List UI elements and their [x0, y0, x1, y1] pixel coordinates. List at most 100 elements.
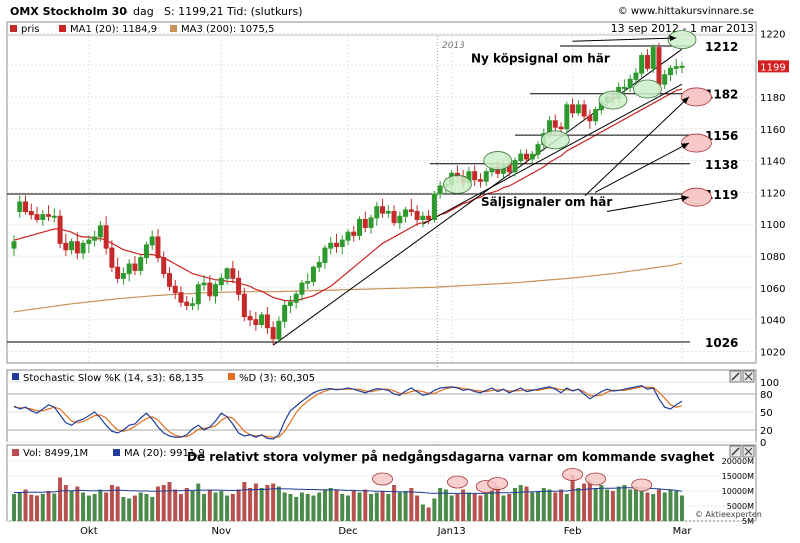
volume-bar-up [386, 494, 391, 521]
volume-bar-down [58, 477, 63, 521]
volume-bar-up [259, 488, 264, 521]
candle-up [385, 211, 391, 214]
candle-up [431, 193, 437, 220]
candle-up [293, 293, 299, 303]
candle-down [207, 282, 213, 297]
volume-bar-down [455, 494, 460, 521]
annotations: Ny köpsignal om här Säljsignaler om här [471, 35, 690, 212]
volume-bar-up [513, 488, 517, 521]
volume-tick-label: 20000M [722, 457, 754, 466]
volume-bar-up [403, 491, 408, 521]
volume-bar-down [559, 489, 564, 521]
candle-up [374, 206, 380, 219]
volume-ellipse [372, 472, 393, 486]
volume-bar-up [305, 494, 310, 521]
candle-up [276, 320, 282, 340]
candle-down [115, 266, 121, 279]
volume-bar-up [605, 489, 610, 521]
volume-bar-up [12, 494, 16, 521]
candle-down [247, 316, 253, 321]
candle-up [69, 241, 75, 251]
month-label: Feb [564, 526, 582, 537]
buy-arrow [572, 37, 677, 42]
candle-up [662, 74, 668, 85]
sell-signal-text: Säljsignaler om här [481, 195, 612, 209]
candle-up [126, 263, 132, 275]
volume-bar-down [132, 495, 137, 521]
inner-trendline [422, 83, 683, 225]
candle-down [524, 153, 530, 160]
candle-up [673, 66, 679, 69]
volume-bar-up [622, 485, 627, 521]
volume-bar-down [115, 486, 120, 521]
level-label: 1138 [705, 158, 738, 172]
last-price-label: S: 1199,21 [164, 5, 224, 18]
candle-down [333, 242, 339, 248]
candle-up [529, 153, 535, 160]
candle-down [414, 211, 420, 220]
year-label: 2013 [442, 41, 465, 51]
candle-up [316, 261, 322, 268]
candle-up [305, 281, 311, 284]
volume-bar-up [518, 485, 523, 521]
candle-up [650, 47, 656, 69]
candle-up [627, 78, 633, 88]
candle-up [483, 171, 489, 182]
candle-up [40, 214, 46, 220]
candle-up [345, 231, 351, 241]
volume-bar-down [582, 483, 587, 521]
candle-down [109, 247, 115, 268]
volume-bar-up [633, 486, 638, 521]
volume-bar-up [438, 488, 443, 521]
candle-up [51, 215, 57, 218]
volume-bar-up [127, 498, 132, 521]
candle-up [310, 266, 316, 283]
legend-price: pris [21, 24, 39, 35]
price-legend: pris MA1 (20): 1184,9 MA3 (200): 1075,5 [10, 24, 274, 35]
legend-swatch-k [12, 373, 19, 380]
month-label: Jan13 [437, 526, 466, 537]
stochastic-tools[interactable] [729, 370, 755, 383]
buy-ellipse [667, 30, 697, 50]
candle-down [472, 171, 478, 181]
stochastic-tick-label: 50 [760, 408, 773, 419]
buy-ellipse [633, 79, 662, 99]
candle-up [287, 301, 293, 306]
volume-bar-up [138, 492, 143, 521]
volume-bar-up [501, 495, 506, 521]
candle-up [92, 236, 98, 241]
volume-bar-up [443, 489, 448, 521]
volume-tools[interactable] [729, 445, 755, 458]
legend-swatch-vol-ma [113, 449, 120, 456]
volume-bar-up [651, 494, 656, 521]
level-label: 1119 [705, 188, 738, 202]
candle-up [667, 67, 673, 76]
legend-stoch-k: Stochastic Slow %K (14, s3): 68,135 [23, 373, 204, 384]
candle-down [161, 257, 167, 275]
level-label: 1026 [705, 336, 738, 350]
candle-up [621, 86, 627, 89]
volume-bar-down [29, 494, 34, 521]
candle-up [213, 284, 219, 297]
candle-up [224, 268, 230, 279]
header-separator: - [124, 5, 128, 18]
candle-down [155, 236, 161, 259]
volume-bar-up [17, 492, 22, 521]
price-tick-label: 1220 [760, 29, 785, 40]
buy-signal-text: Ny köpsignal om här [471, 52, 610, 66]
volume-bar-up [276, 486, 281, 521]
price-tick-label: 1180 [760, 93, 785, 104]
buy-arrowhead [669, 35, 677, 42]
volume-bar-down [392, 485, 397, 521]
ma1-series [13, 88, 683, 302]
volume-bar-down [409, 488, 414, 521]
candle-up [575, 104, 581, 114]
candle-down [477, 179, 483, 182]
candle-up [11, 241, 17, 249]
candle-down [408, 209, 414, 213]
volume-ellipse [585, 472, 607, 486]
volume-bar-up [98, 489, 103, 521]
candle-down [351, 231, 357, 236]
volume-bar-down [155, 486, 160, 521]
volume-bar-down [610, 491, 615, 521]
